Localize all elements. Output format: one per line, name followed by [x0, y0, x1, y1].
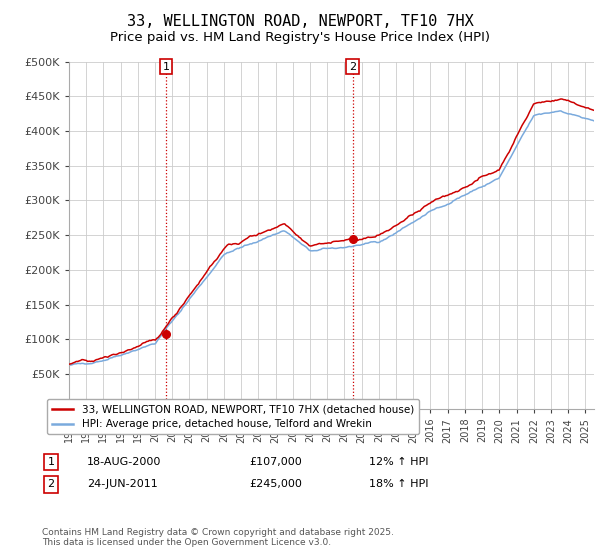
Text: £245,000: £245,000	[249, 479, 302, 489]
Legend: 33, WELLINGTON ROAD, NEWPORT, TF10 7HX (detached house), HPI: Average price, det: 33, WELLINGTON ROAD, NEWPORT, TF10 7HX (…	[47, 399, 419, 435]
Text: Price paid vs. HM Land Registry's House Price Index (HPI): Price paid vs. HM Land Registry's House …	[110, 31, 490, 44]
Text: 18-AUG-2000: 18-AUG-2000	[87, 457, 161, 467]
Text: 1: 1	[163, 62, 169, 72]
Text: 2: 2	[349, 62, 356, 72]
Text: 24-JUN-2011: 24-JUN-2011	[87, 479, 158, 489]
Text: 12% ↑ HPI: 12% ↑ HPI	[369, 457, 428, 467]
Text: Contains HM Land Registry data © Crown copyright and database right 2025.
This d: Contains HM Land Registry data © Crown c…	[42, 528, 394, 547]
Text: 1: 1	[47, 457, 55, 467]
Text: 2: 2	[47, 479, 55, 489]
Text: £107,000: £107,000	[249, 457, 302, 467]
Text: 33, WELLINGTON ROAD, NEWPORT, TF10 7HX: 33, WELLINGTON ROAD, NEWPORT, TF10 7HX	[127, 14, 473, 29]
Text: 18% ↑ HPI: 18% ↑ HPI	[369, 479, 428, 489]
